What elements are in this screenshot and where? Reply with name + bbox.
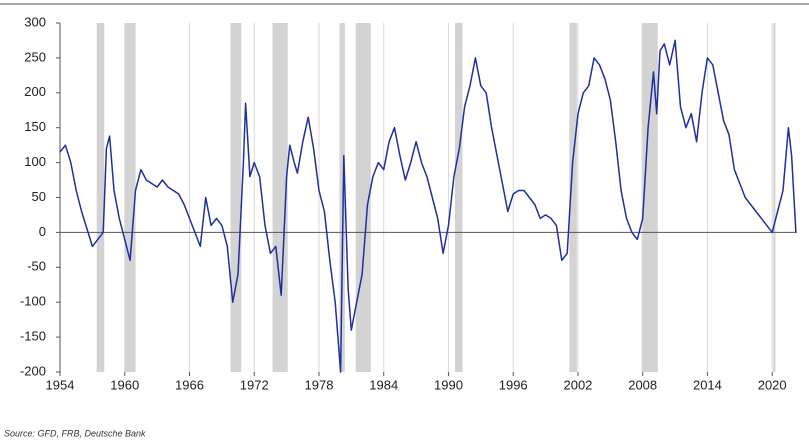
x-tick-label: 2014: [693, 377, 722, 392]
y-tick-label: 100: [24, 154, 46, 169]
x-tick-label: 1996: [499, 377, 528, 392]
x-tick-label: 1960: [110, 377, 139, 392]
recession-band: [454, 23, 463, 372]
y-tick-label: 250: [24, 49, 46, 64]
y-tick-label: -150: [20, 329, 46, 344]
y-tick-label: 150: [24, 119, 46, 134]
y-tick-label: 300: [24, 14, 46, 29]
recession-band: [272, 23, 288, 372]
x-tick-label: 2020: [758, 377, 787, 392]
x-tick-label: 1990: [434, 377, 463, 392]
recession-band: [339, 23, 345, 372]
y-tick-label: -50: [27, 259, 46, 274]
x-tick-label: 1978: [305, 377, 334, 392]
recession-band: [641, 23, 658, 372]
recession-band: [773, 23, 776, 372]
series-line: [59, 39, 797, 373]
x-tick-label: 2002: [563, 377, 592, 392]
y-tick-label: 200: [24, 84, 46, 99]
x-tick-label: 1972: [240, 377, 269, 392]
x-tick-label: 1966: [175, 377, 204, 392]
x-tick-label: 2008: [628, 377, 657, 392]
recession-band: [230, 23, 242, 372]
y-tick-label: 0: [39, 224, 46, 239]
recession-band: [124, 23, 136, 372]
y-tick-label: -200: [20, 363, 46, 378]
recession-band: [569, 23, 577, 372]
x-tick-label: 1984: [369, 377, 398, 392]
source-note: Source: GFD, FRB, Deutsche Bank: [4, 428, 146, 438]
y-tick-label: 50: [32, 189, 46, 204]
x-tick-label: 1954: [46, 377, 75, 392]
y-tick-label: -100: [20, 294, 46, 309]
recession-band: [96, 23, 105, 372]
